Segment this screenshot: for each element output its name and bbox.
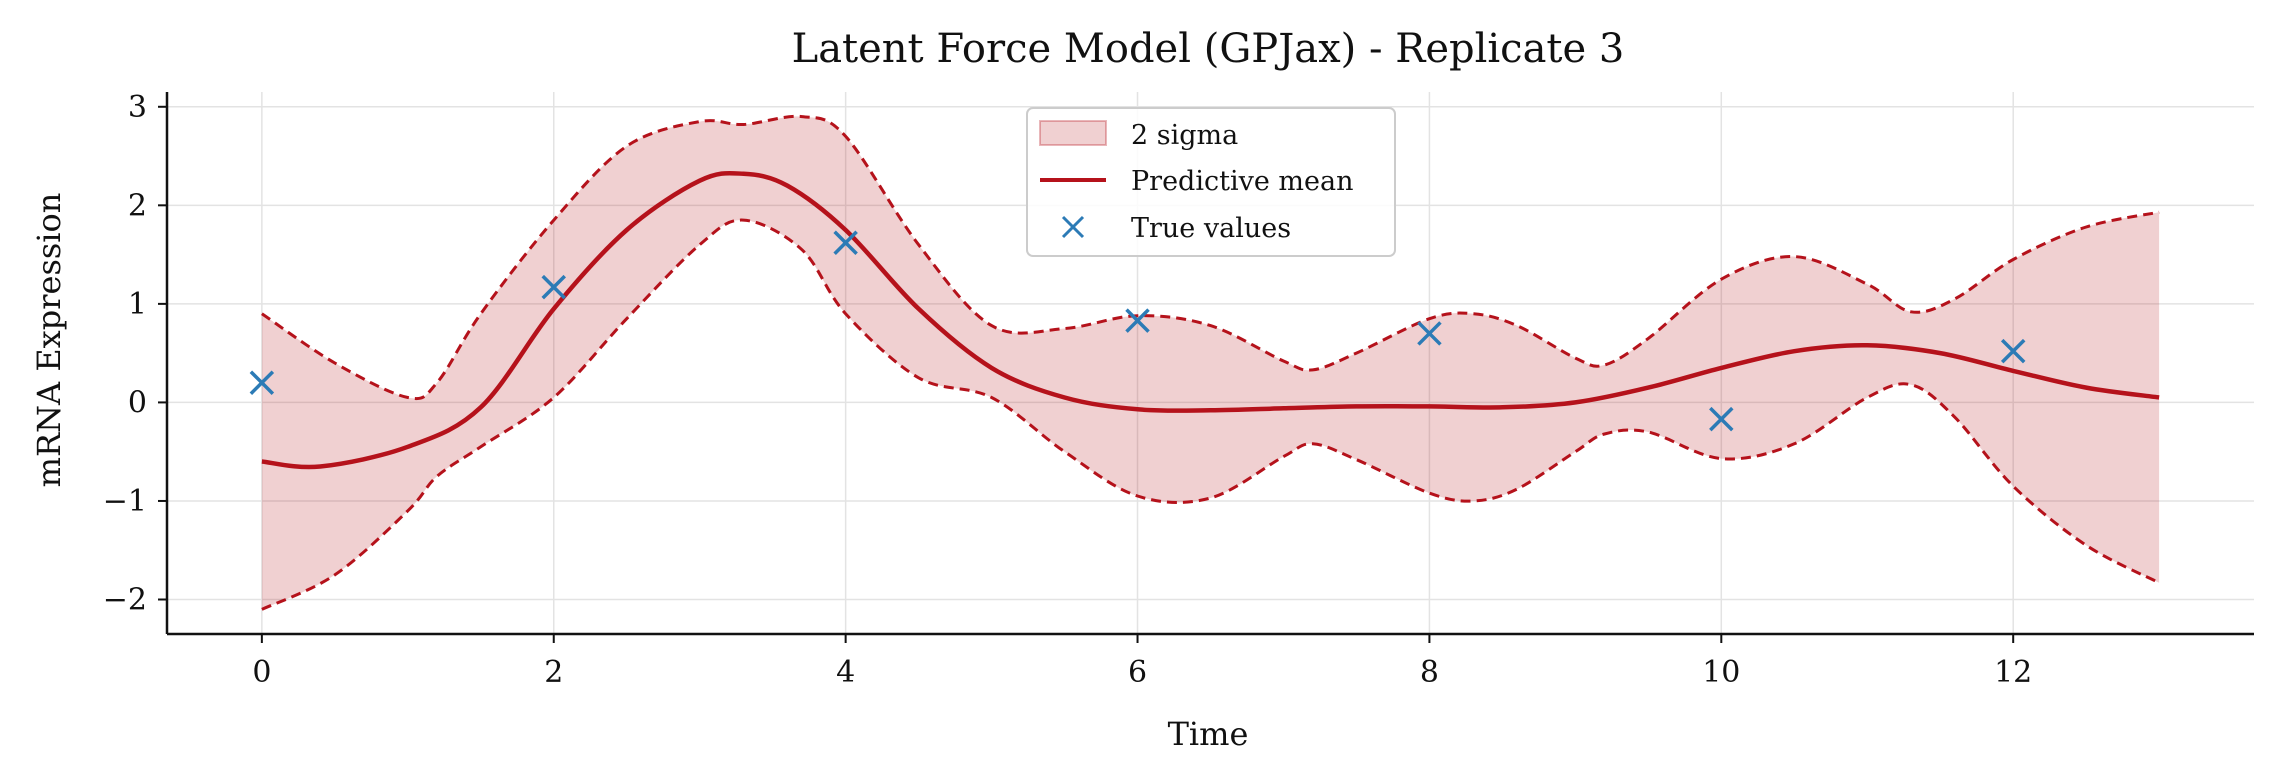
y-tick-label: −2 — [103, 583, 147, 618]
mean-line-group — [261, 170, 2160, 470]
true-values-points — [249, 230, 2026, 432]
marker-stroke — [541, 274, 566, 300]
legend-label-sigma: 2 sigma — [1131, 120, 1238, 151]
x-tick-label: 4 — [836, 655, 855, 690]
y-tick-label: −1 — [103, 484, 147, 519]
x-tick-label: 10 — [1702, 655, 1740, 690]
y-tick-label: 1 — [128, 287, 147, 322]
y-tick-label: 3 — [128, 90, 147, 125]
true-value-marker — [833, 230, 858, 256]
upper-bound-line — [261, 114, 2160, 401]
true-value-marker — [1709, 406, 1734, 432]
marker-stroke — [1417, 321, 1442, 346]
true-value-marker — [1125, 308, 1150, 333]
grid-lines — [167, 92, 2254, 634]
marker-stroke — [249, 370, 275, 395]
x-tick-label: 2 — [544, 655, 563, 690]
legend-points-swatch — [1061, 215, 1085, 239]
legend: 2 sigma Predictive mean True values — [1026, 107, 1396, 257]
x-tick-label: 12 — [1994, 655, 2032, 690]
x-tick-label: 0 — [252, 655, 271, 690]
true-value-marker — [249, 370, 275, 395]
marker-stroke — [2000, 338, 2026, 364]
sigma-band — [261, 114, 2160, 611]
x-tick-label: 6 — [1128, 655, 1147, 690]
x-axis-label: Time — [1168, 715, 1249, 753]
legend-frame — [1026, 107, 1396, 257]
sigma-band-fill — [261, 116, 2160, 610]
x-tick-label: 8 — [1420, 655, 1439, 690]
legend-sigma-swatch — [1039, 120, 1107, 146]
predictive-mean-line — [261, 170, 2160, 470]
marker-stroke — [1709, 406, 1734, 432]
lower-bound-line — [261, 218, 2160, 611]
true-value-marker — [1417, 321, 1442, 346]
true-value-marker — [2000, 338, 2026, 364]
y-axis-label: mRNA Expression — [30, 193, 68, 488]
legend-label-mean: Predictive mean — [1131, 166, 1353, 197]
axes — [165, 92, 2254, 636]
marker-stroke — [1125, 308, 1150, 333]
legend-label-true: True values — [1131, 213, 1291, 244]
y-tick-label: 2 — [128, 188, 147, 223]
marker-stroke — [833, 230, 858, 256]
true-value-marker — [541, 274, 566, 300]
y-tick-label: 0 — [128, 385, 147, 420]
chart-title: Latent Force Model (GPJax) - Replicate 3 — [792, 26, 1625, 72]
